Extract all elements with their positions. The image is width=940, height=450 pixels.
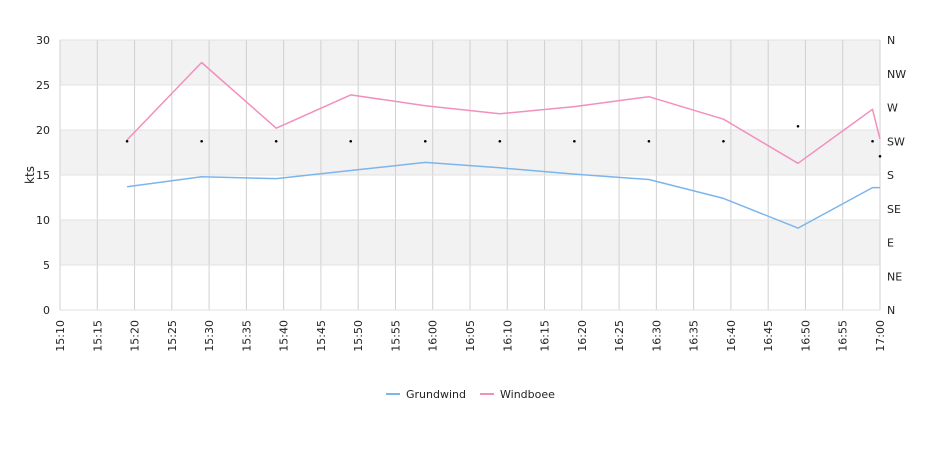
x-tick-label: 16:10 [501, 320, 514, 352]
y-tick-label: 0 [43, 304, 50, 317]
x-tick-label: 16:15 [539, 320, 552, 352]
direction-point [349, 139, 353, 143]
legend-label: Grundwind [406, 388, 466, 401]
direction-tick-label: NE [887, 270, 902, 283]
x-tick-label: 16:30 [650, 320, 663, 352]
x-tick-label: 15:55 [389, 320, 402, 352]
legend-item-windboee[interactable]: Windboee [480, 388, 555, 401]
y-axis-ticks: 0 5 10 15 20 25 30 [36, 34, 50, 317]
x-tick-label: 16:40 [725, 320, 738, 352]
x-tick-label: 16:55 [837, 320, 850, 352]
legend-item-grundwind[interactable]: Grundwind [386, 388, 466, 401]
direction-tick-label: W [887, 102, 898, 115]
y-tick-label: 10 [36, 214, 50, 227]
x-tick-label: 16:20 [576, 320, 589, 352]
direction-point [573, 139, 576, 143]
direction-tick-label: E [887, 237, 894, 250]
direction-point [722, 139, 725, 143]
direction-point [498, 139, 502, 143]
x-tick-label: 15:20 [129, 320, 142, 352]
y-tick-label: 20 [36, 124, 50, 137]
series-line-grundwind [127, 161, 880, 229]
y-tick-label: 30 [36, 34, 50, 47]
x-tick-label: 15:45 [315, 320, 328, 352]
direction-tick-label: N [887, 34, 895, 47]
direction-tick-label: SW [887, 135, 905, 148]
y-tick-label: 5 [43, 259, 50, 272]
y-tick-label: 15 [36, 169, 50, 182]
direction-tick-label: SE [887, 203, 901, 216]
direction-point [200, 139, 203, 143]
x-tick-label: 16:45 [762, 320, 775, 352]
x-tick-label: 15:30 [203, 320, 216, 352]
horizontal-gridlines [60, 39, 880, 311]
legend-label: Windboee [500, 388, 555, 401]
direction-points [125, 124, 882, 158]
direction-tick-label: S [887, 169, 894, 182]
direction-point [878, 154, 882, 158]
x-tick-label: 16:05 [464, 320, 477, 352]
direction-point [796, 124, 800, 128]
direction-tick-label: NW [887, 68, 906, 81]
direction-tick-label: N [887, 304, 895, 317]
direction-point [274, 139, 278, 143]
x-tick-label: 15:25 [166, 320, 179, 352]
x-tick-label: 16:50 [799, 320, 812, 352]
direction-point [871, 139, 874, 143]
legend[interactable]: Grundwind Windboee [386, 388, 555, 401]
x-axis-ticks: 15:10 15:15 15:20 15:25 15:30 15:35 15:40 15:45… [54, 320, 887, 352]
series-line-windboee [126, 61, 881, 165]
direction-point [125, 139, 129, 143]
x-tick-label: 16:00 [427, 320, 440, 352]
x-tick-label: 17:00 [874, 320, 887, 352]
x-tick-label: 15:15 [91, 320, 104, 352]
y-axis-label: kts [23, 166, 37, 184]
x-tick-label: 15:35 [240, 320, 253, 352]
x-tick-label: 15:10 [54, 320, 67, 352]
direction-point [423, 139, 427, 143]
direction-axis-ticks: N NE E SE S SW W NW N [887, 34, 906, 317]
x-tick-label: 15:50 [352, 320, 365, 352]
direction-point [647, 139, 651, 143]
y-tick-label: 25 [36, 79, 50, 92]
x-tick-label: 16:25 [613, 320, 626, 352]
series-lines [126, 61, 881, 229]
x-tick-label: 16:35 [688, 320, 701, 352]
x-tick-label: 15:40 [278, 320, 291, 352]
